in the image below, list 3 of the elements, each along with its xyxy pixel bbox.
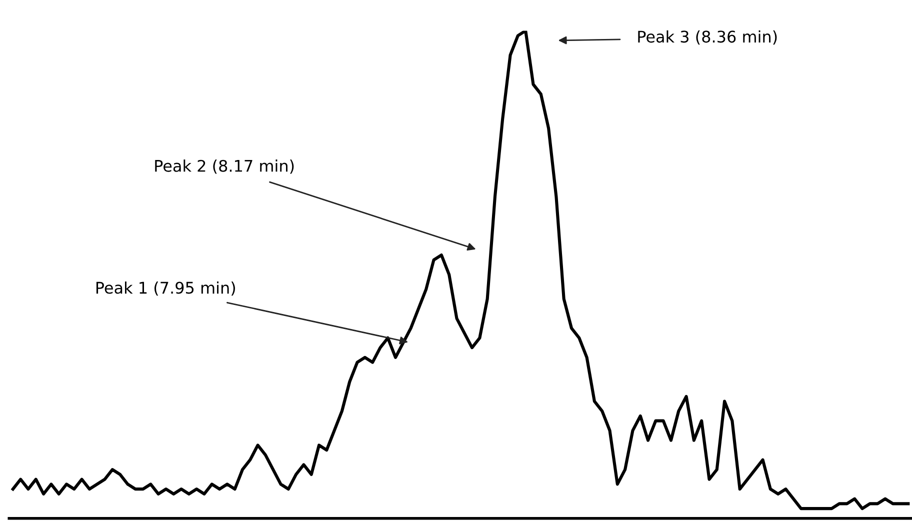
annotation: Peak 2 (8.17 min) [155, 160, 294, 174]
annotation: Peak 3 (8.36 min) [638, 30, 777, 45]
annotation: Peak 1 (7.95 min) [96, 281, 235, 296]
